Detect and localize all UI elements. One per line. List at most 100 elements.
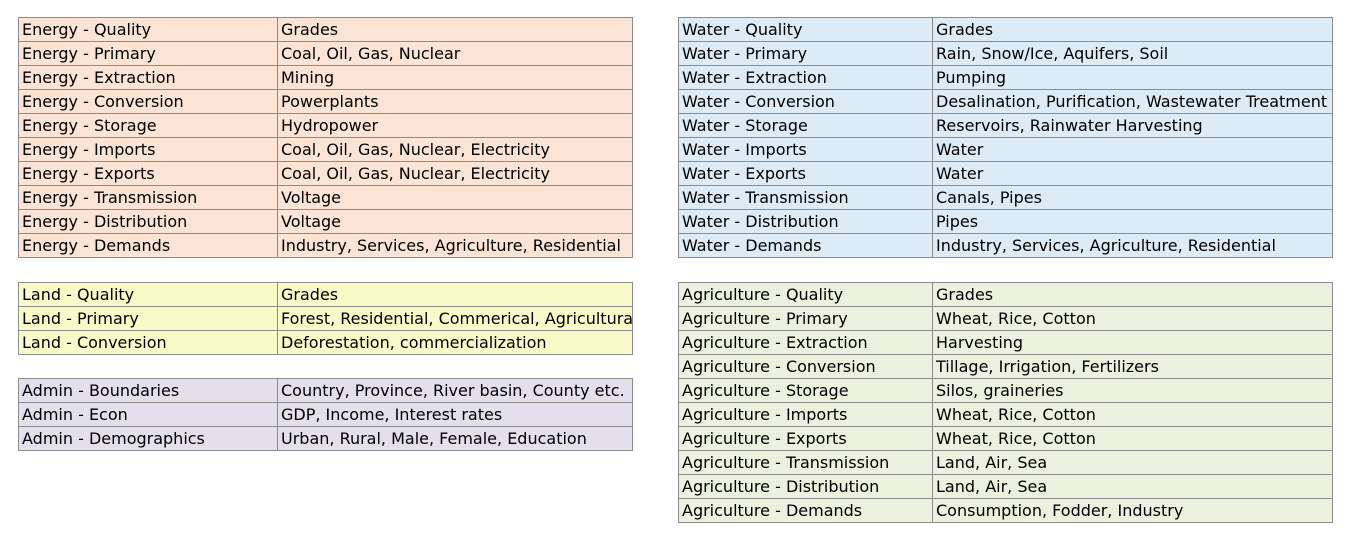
table-row: Admin - Boundaries Country, Province, Riv… [18,378,633,403]
values-cell: Canals, Pipes [932,185,1333,210]
category-cell: Energy - Quality [18,17,278,42]
table-row: Agriculture - Imports Wheat, Rice, Cotton [678,402,1333,427]
category-cell: Water - Primary [678,41,933,66]
values-cell: Coal, Oil, Gas, Nuclear, Electricity [277,161,633,186]
table-row: Water - Imports Water [678,137,1333,162]
category-cell: Energy - Transmission [18,185,278,210]
values-cell: Land, Air, Sea [932,450,1333,475]
category-cell: Admin - Demographics [18,426,278,451]
values-cell: Grades [277,17,633,42]
table-row: Agriculture - Demands Consumption, Fodder… [678,498,1333,523]
category-cell: Agriculture - Extraction [678,330,933,355]
table-row: Water - Storage Reservoirs, Rainwater Har… [678,113,1333,138]
category-cell: Energy - Imports [18,137,278,162]
values-cell: Grades [277,282,633,307]
values-cell: Harvesting [932,330,1333,355]
table-row: Water - Distribution Pipes [678,209,1333,234]
table-row: Agriculture - Exports Wheat, Rice, Cotton [678,426,1333,451]
table-row: Energy - Extraction Mining [18,65,633,90]
category-cell: Agriculture - Conversion [678,354,933,379]
category-cell: Water - Distribution [678,209,933,234]
table-row: Energy - Distribution Voltage [18,209,633,234]
table-row: Water - Conversion Desalination, Purifica… [678,89,1333,114]
values-cell: Urban, Rural, Male, Female, Education [277,426,633,451]
admin-table: Admin - Boundaries Country, Province, Riv… [18,378,633,451]
table-row: Agriculture - Storage Silos, graineries [678,378,1333,403]
values-cell: Land, Air, Sea [932,474,1333,499]
table-row: Water - Demands Industry, Services, Agric… [678,233,1333,258]
category-cell: Water - Extraction [678,65,933,90]
table-row: Energy - Conversion Powerplants [18,89,633,114]
values-cell: Rain, Snow/Ice, Aquifers, Soil [932,41,1333,66]
values-cell: Industry, Services, Agriculture, Residen… [277,233,633,258]
values-cell: Powerplants [277,89,633,114]
values-cell: Tillage, Irrigation, Fertilizers [932,354,1333,379]
values-cell: Consumption, Fodder, Industry [932,498,1333,523]
category-cell: Water - Storage [678,113,933,138]
category-cell: Energy - Primary [18,41,278,66]
table-row: Energy - Demands Industry, Services, Agri… [18,233,633,258]
category-cell: Energy - Distribution [18,209,278,234]
category-cell: Land - Primary [18,306,278,331]
category-cell: Energy - Extraction [18,65,278,90]
values-cell: GDP, Income, Interest rates [277,402,633,427]
category-cell: Water - Transmission [678,185,933,210]
values-cell: Country, Province, River basin, County e… [277,378,633,403]
values-cell: Silos, graineries [932,378,1333,403]
category-cell: Energy - Demands [18,233,278,258]
table-row: Energy - Transmission Voltage [18,185,633,210]
category-cell: Water - Exports [678,161,933,186]
agriculture-table: Agriculture - Quality Grades Agriculture -… [678,282,1333,523]
values-cell: Wheat, Rice, Cotton [932,426,1333,451]
table-row: Agriculture - Transmission Land, Air, Sea [678,450,1333,475]
category-cell: Water - Imports [678,137,933,162]
table-row: Agriculture - Extraction Harvesting [678,330,1333,355]
values-cell: Grades [932,17,1333,42]
values-cell: Voltage [277,209,633,234]
category-cell: Agriculture - Storage [678,378,933,403]
table-row: Land - Conversion Deforestation, commerci… [18,330,633,355]
category-cell: Agriculture - Quality [678,282,933,307]
values-cell: Mining [277,65,633,90]
values-cell: Forest, Residential, Commerical, Agricul… [277,306,633,331]
water-table: Water - Quality Grades Water - Primary Rain… [678,17,1333,258]
table-row: Agriculture - Conversion Tillage, Irrigat… [678,354,1333,379]
category-cell: Water - Conversion [678,89,933,114]
values-cell: Pumping [932,65,1333,90]
values-cell: Water [932,161,1333,186]
category-cell: Agriculture - Exports [678,426,933,451]
table-row: Water - Extraction Pumping [678,65,1333,90]
values-cell: Deforestation, commercialization [277,330,633,355]
category-cell: Energy - Storage [18,113,278,138]
category-cell: Water - Quality [678,17,933,42]
table-row: Water - Exports Water [678,161,1333,186]
table-row: Water - Quality Grades [678,17,1333,42]
table-row: Water - Primary Rain, Snow/Ice, Aquifers,… [678,41,1333,66]
table-row: Water - Transmission Canals, Pipes [678,185,1333,210]
values-cell: Grades [932,282,1333,307]
values-cell: Voltage [277,185,633,210]
table-row: Admin - Demographics Urban, Rural, Male, … [18,426,633,451]
table-row: Agriculture - Quality Grades [678,282,1333,307]
table-row: Admin - Econ GDP, Income, Interest rates [18,402,633,427]
category-cell: Admin - Econ [18,402,278,427]
category-cell: Admin - Boundaries [18,378,278,403]
category-cell: Agriculture - Transmission [678,450,933,475]
category-cell: Land - Conversion [18,330,278,355]
values-cell: Wheat, Rice, Cotton [932,402,1333,427]
table-row: Agriculture - Primary Wheat, Rice, Cotton [678,306,1333,331]
values-cell: Hydropower [277,113,633,138]
table-row: Energy - Primary Coal, Oil, Gas, Nuclear [18,41,633,66]
category-cell: Agriculture - Imports [678,402,933,427]
category-cell: Land - Quality [18,282,278,307]
table-row: Energy - Quality Grades [18,17,633,42]
values-cell: Coal, Oil, Gas, Nuclear [277,41,633,66]
table-row: Energy - Exports Coal, Oil, Gas, Nuclear,… [18,161,633,186]
values-cell: Industry, Services, Agriculture, Residen… [932,233,1333,258]
land-table: Land - Quality Grades Land - Primary Forest… [18,282,633,355]
table-row: Agriculture - Distribution Land, Air, Sea [678,474,1333,499]
table-row: Land - Quality Grades [18,282,633,307]
category-cell: Energy - Exports [18,161,278,186]
category-cell: Agriculture - Primary [678,306,933,331]
category-cell: Water - Demands [678,233,933,258]
